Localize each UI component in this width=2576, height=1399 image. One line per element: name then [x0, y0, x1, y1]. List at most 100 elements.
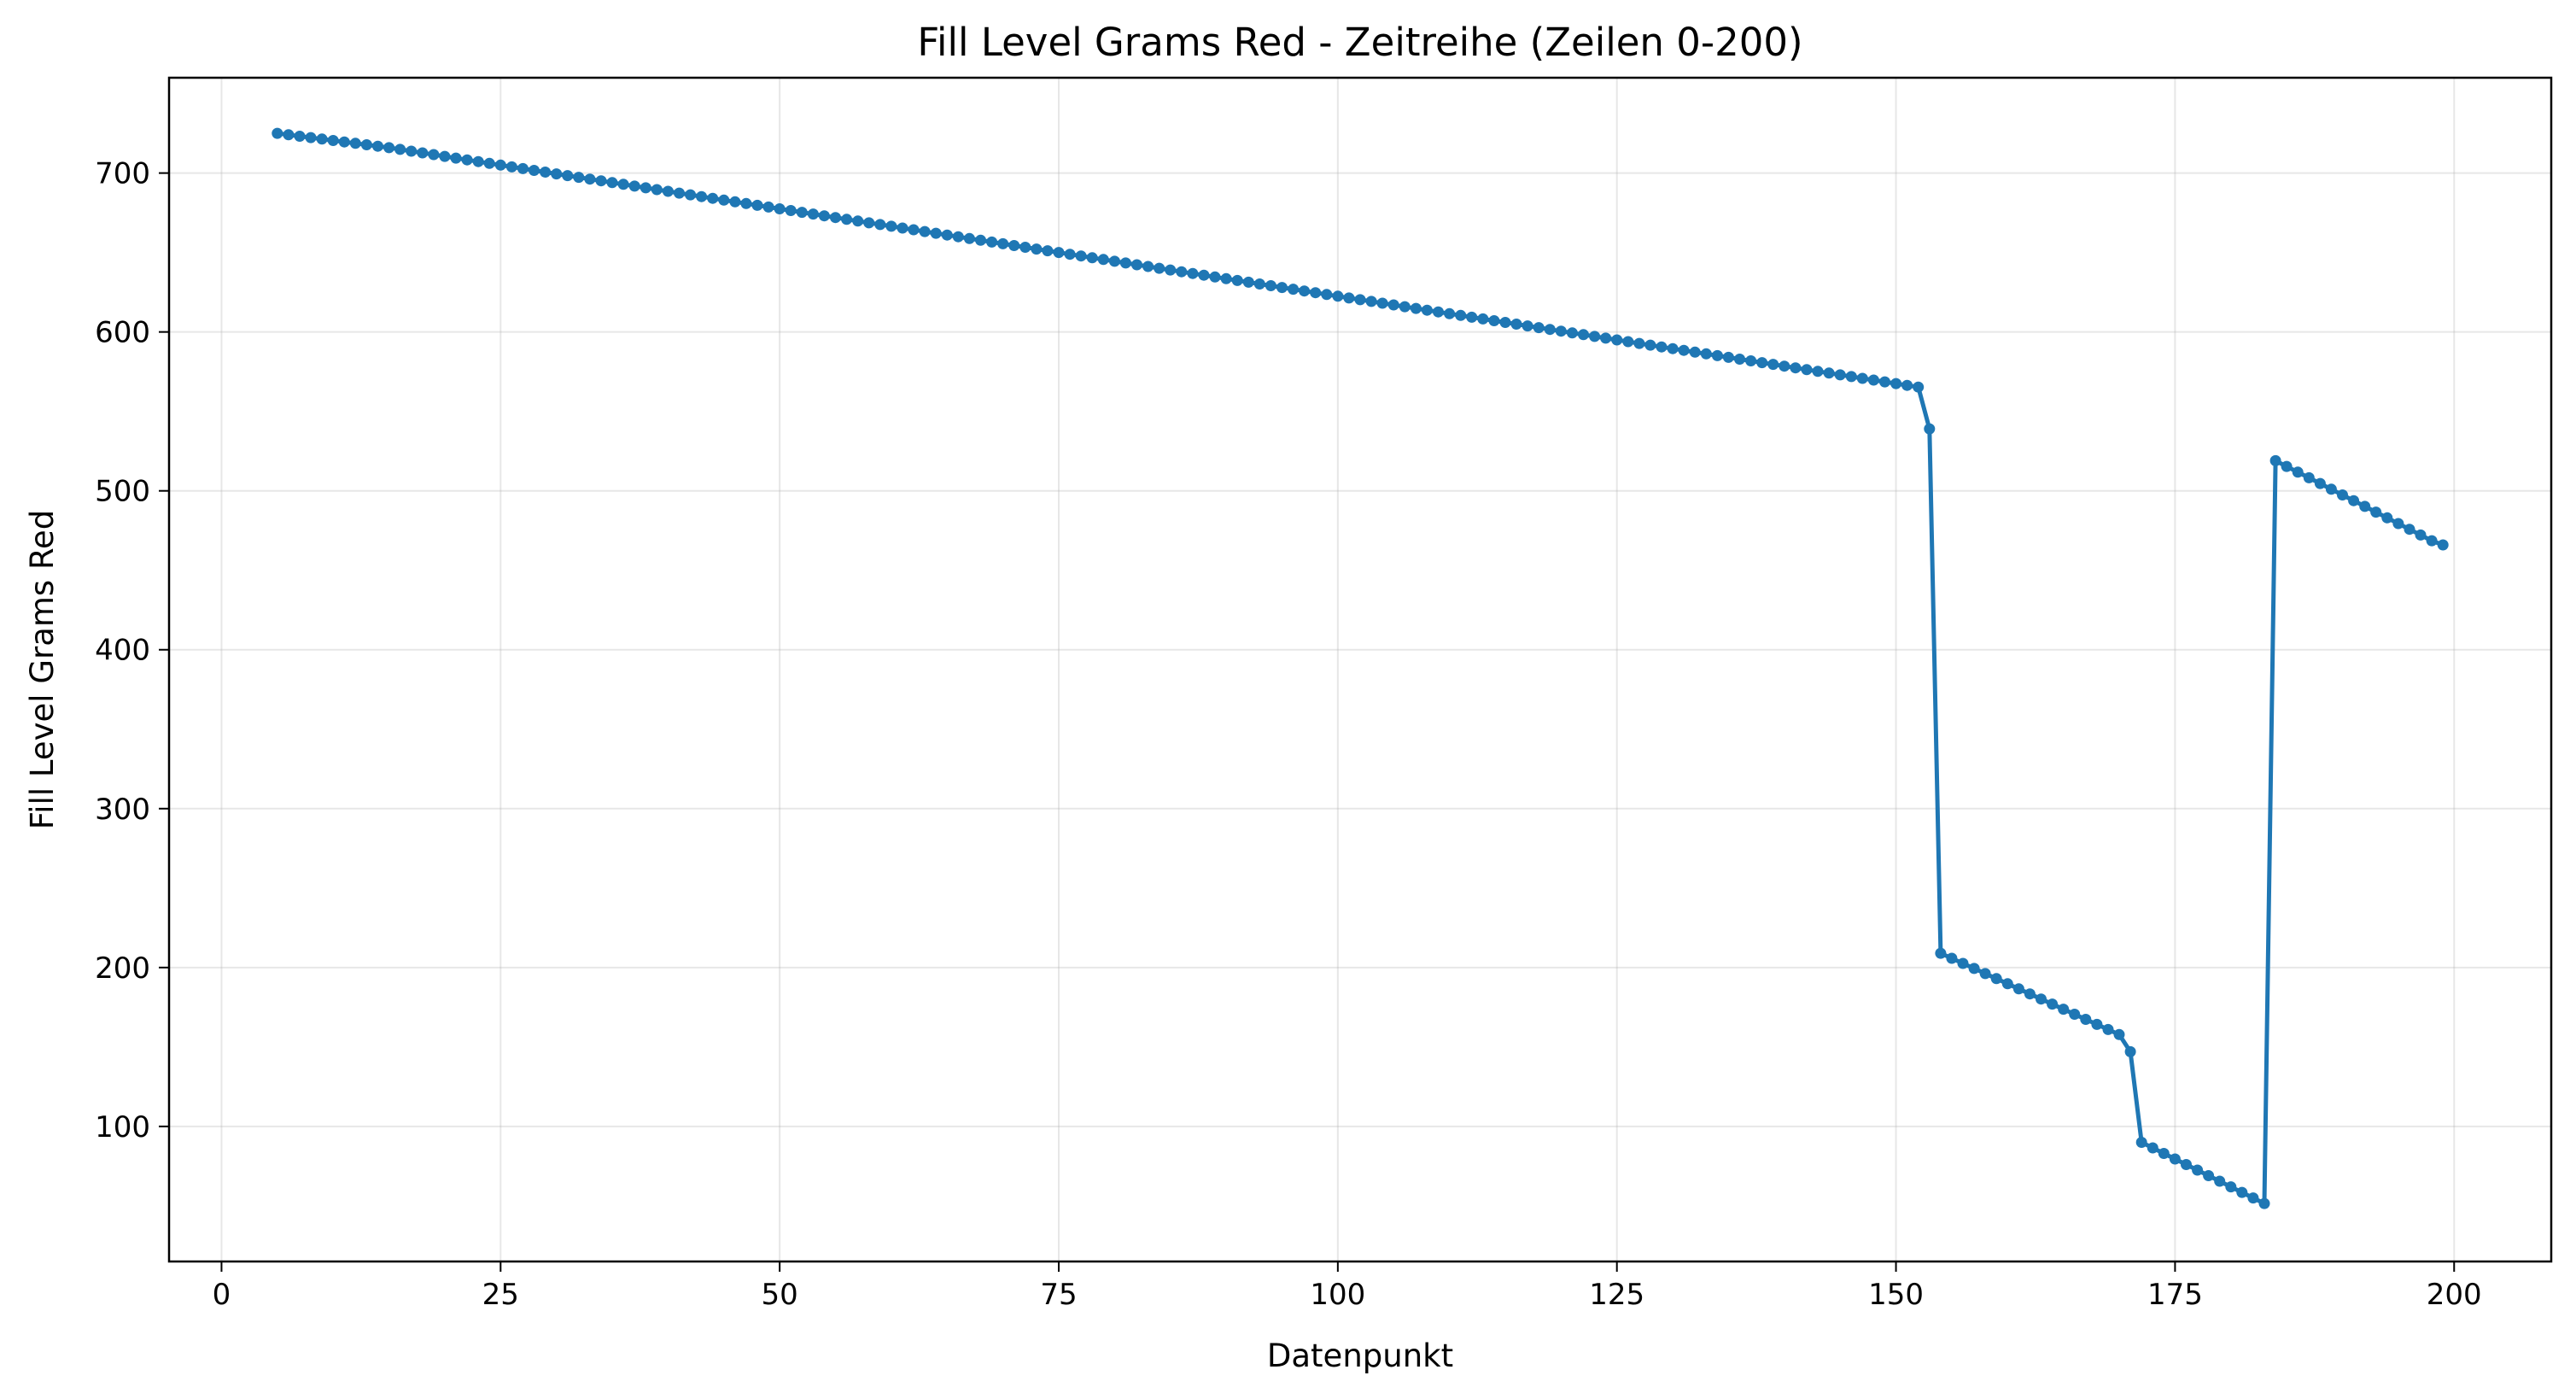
- y-axis-label: Fill Level Grams Red: [24, 510, 61, 830]
- data-point: [1365, 296, 1377, 307]
- data-point: [1031, 243, 1043, 255]
- data-point: [818, 210, 830, 222]
- data-point: [2292, 466, 2304, 478]
- x-axis-label: Datenpunkt: [1267, 1338, 1453, 1374]
- data-point: [1913, 381, 1925, 393]
- data-point: [1108, 255, 1120, 267]
- data-point: [729, 196, 741, 208]
- data-point: [1957, 957, 1969, 969]
- data-point: [874, 219, 886, 231]
- data-point: [718, 194, 730, 206]
- data-point: [1790, 362, 1802, 374]
- data-point: [529, 165, 540, 176]
- series-layer: [272, 127, 2449, 1209]
- data-point: [1433, 306, 1444, 318]
- data-point: [1075, 250, 1087, 262]
- data-point: [2169, 1153, 2181, 1165]
- y-tick-label: 700: [95, 157, 150, 191]
- x-tick-label: 125: [1589, 1278, 1644, 1312]
- data-point: [316, 133, 328, 145]
- x-tick-label: 100: [1310, 1278, 1365, 1312]
- data-point: [1968, 963, 1980, 975]
- data-point: [897, 222, 908, 234]
- data-point: [2236, 1186, 2248, 1198]
- data-point: [1578, 329, 1589, 341]
- x-tick-label: 75: [1040, 1278, 1077, 1312]
- data-point: [2147, 1142, 2158, 1154]
- data-point: [986, 236, 998, 248]
- x-tick-label: 25: [482, 1278, 519, 1312]
- y-tick-label: 300: [95, 793, 150, 827]
- data-point: [383, 142, 395, 154]
- data-point: [1745, 355, 1757, 366]
- data-point: [2314, 477, 2326, 489]
- data-point: [540, 167, 552, 178]
- x-tick-label: 150: [1868, 1278, 1924, 1312]
- x-tick-label: 200: [2427, 1278, 2482, 1312]
- data-point: [807, 208, 819, 220]
- data-point: [1421, 304, 1433, 316]
- data-point: [1253, 278, 1265, 290]
- data-point: [1633, 337, 1645, 349]
- data-point: [2135, 1137, 2147, 1148]
- data-point: [1321, 289, 1333, 301]
- data-point: [1276, 282, 1288, 294]
- data-point: [1667, 342, 1679, 354]
- data-point: [1600, 332, 1612, 344]
- data-point: [349, 138, 361, 149]
- data-point: [417, 147, 429, 159]
- data-point: [2225, 1181, 2237, 1193]
- data-point: [1533, 322, 1545, 334]
- data-point: [1845, 371, 1857, 383]
- data-point: [1990, 973, 2002, 985]
- grid: [169, 78, 2551, 1261]
- data-point: [1522, 320, 1533, 332]
- data-point: [1555, 325, 1567, 337]
- y-tick-label: 100: [95, 1110, 150, 1144]
- data-point: [1611, 334, 1623, 346]
- data-point: [1165, 264, 1177, 276]
- data-point: [2012, 983, 2024, 995]
- data-point: [1756, 357, 1768, 369]
- data-point: [1779, 360, 1790, 372]
- ticks: 0 25 50 75 100 125 150 175 200 100 200 300 400 500 600…: [95, 157, 2482, 1312]
- data-point: [2337, 489, 2348, 500]
- data-point: [707, 192, 719, 204]
- data-point: [1142, 260, 1154, 272]
- data-point: [1499, 317, 1511, 328]
- data-point: [774, 203, 786, 214]
- data-point: [1198, 269, 1210, 281]
- data-point: [830, 212, 841, 224]
- data-point: [1901, 379, 1913, 391]
- data-point: [1008, 240, 1020, 251]
- data-point: [2325, 483, 2337, 495]
- data-point: [1935, 947, 1947, 959]
- data-point: [327, 135, 339, 146]
- data-point: [1856, 372, 1868, 384]
- data-point: [997, 237, 1009, 249]
- data-point: [2113, 1028, 2125, 1040]
- data-point: [1019, 242, 1031, 253]
- data-point: [2024, 988, 2036, 1000]
- data-point: [1510, 319, 1522, 330]
- data-point: [1477, 313, 1489, 325]
- data-point: [1946, 952, 1958, 964]
- data-point: [428, 149, 440, 161]
- data-point: [2415, 529, 2427, 541]
- data-point: [1053, 247, 1065, 259]
- data-point: [584, 173, 596, 185]
- data-point: [406, 145, 418, 157]
- data-point: [1867, 374, 1879, 386]
- data-point: [696, 190, 708, 202]
- data-point: [1566, 327, 1578, 339]
- data-point: [1310, 287, 1322, 299]
- data-point: [2348, 495, 2360, 506]
- data-point: [963, 232, 975, 244]
- data-point: [1589, 331, 1601, 342]
- data-point: [1488, 315, 1500, 326]
- data-point: [941, 229, 953, 241]
- data-point: [1231, 274, 1243, 286]
- data-point: [919, 225, 931, 237]
- data-point: [573, 172, 585, 184]
- data-point: [2203, 1170, 2215, 1181]
